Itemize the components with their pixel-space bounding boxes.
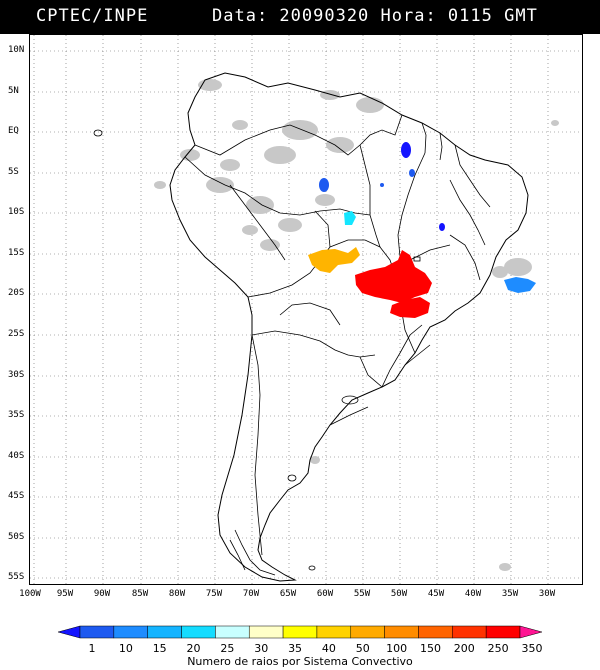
lon-label: 90W (93, 589, 111, 599)
legend-swatch (350, 625, 385, 639)
lon-label: 85W (131, 589, 149, 599)
storm-cyan-central (344, 211, 356, 225)
legend-swatch-left (57, 625, 81, 639)
lon-label: 100W (19, 589, 41, 599)
lon-label: 60W (316, 589, 334, 599)
legend-tick-label: 35 (288, 642, 303, 655)
lon-label: 50W (390, 589, 408, 599)
cloud-cover (154, 79, 559, 571)
legend-swatch (316, 625, 352, 639)
lat-label: EQ (8, 126, 19, 136)
lat-label: 5N (8, 86, 19, 96)
lat-label: 20S (8, 288, 25, 298)
legend-tick-label: 40 (321, 642, 336, 655)
legend-tick-label: 350 (521, 642, 543, 655)
storm-orange-west (308, 247, 360, 273)
lon-label: 45W (427, 589, 445, 599)
lat-label: 5S (8, 167, 19, 177)
legend-swatch (215, 625, 250, 639)
storm-blue-atlantic (504, 277, 536, 293)
title-bar: CPTEC/INPE Data: 20090320 Hora: 0115 GMT (0, 0, 600, 34)
legend-swatch (485, 625, 521, 639)
legend-swatch (181, 625, 216, 639)
legend-swatch (418, 625, 453, 639)
legend-colorbar (57, 625, 543, 639)
lat-label: 40S (8, 451, 25, 461)
lat-label: 30S (8, 370, 25, 380)
legend-tick-label: 250 (487, 642, 509, 655)
south-america-outline (169, 72, 529, 582)
storm-blue-north-2 (401, 142, 411, 158)
storm-red-central (355, 250, 432, 303)
lat-label: 55S (8, 572, 25, 582)
storm-blue-north-1 (319, 178, 329, 192)
agency-label: CPTEC/INPE (36, 6, 149, 26)
legend-caption: Numero de raios por Sistema Convectivo (187, 655, 413, 668)
lon-label: 70W (242, 589, 260, 599)
legend-swatch (452, 625, 487, 639)
lon-label: 35W (501, 589, 519, 599)
lon-label: 55W (353, 589, 371, 599)
islands (93, 129, 421, 576)
legend-swatch (384, 625, 419, 639)
lon-label: 95W (56, 589, 74, 599)
map-frame (29, 34, 583, 585)
lat-label: 15S (8, 248, 25, 258)
legend-tick-label: 15 (152, 642, 167, 655)
legend-tick-label: 20 (186, 642, 201, 655)
datetime-label: Data: 20090320 Hora: 0115 GMT (212, 6, 538, 26)
lon-label: 65W (279, 589, 297, 599)
lon-label: 30W (538, 589, 556, 599)
legend-tick-label: 150 (419, 642, 441, 655)
map-canvas (30, 35, 582, 584)
lon-label: 80W (168, 589, 186, 599)
storm-blue-north-4 (380, 183, 384, 187)
storm-blue-north-3 (409, 169, 415, 177)
legend-swatch (147, 625, 182, 639)
lon-label: 40W (464, 589, 482, 599)
storm-blue-north-5 (439, 223, 445, 231)
lat-label: 10S (8, 207, 25, 217)
legend-swatch (79, 625, 115, 639)
legend-tick-label: 1 (88, 642, 96, 655)
lat-label: 45S (8, 491, 25, 501)
legend-tick-label: 25 (220, 642, 235, 655)
legend-swatch (113, 625, 148, 639)
lat-label: 10N (8, 45, 25, 55)
lon-label: 75W (205, 589, 223, 599)
legend-tick-label: 100 (386, 642, 408, 655)
legend-swatch (248, 625, 284, 639)
legend-swatch-right (519, 625, 543, 639)
lat-label: 35S (8, 410, 25, 420)
convective-systems (308, 142, 536, 318)
lat-label: 25S (8, 329, 25, 339)
storm-red-south (390, 297, 430, 318)
graticule (30, 35, 582, 584)
lat-label: 50S (8, 532, 25, 542)
legend-tick-label: 30 (254, 642, 269, 655)
legend-tick-label: 10 (118, 642, 133, 655)
legend-tick-label: 50 (355, 642, 370, 655)
legend-tick-label: 200 (453, 642, 475, 655)
legend-swatch (282, 625, 318, 639)
